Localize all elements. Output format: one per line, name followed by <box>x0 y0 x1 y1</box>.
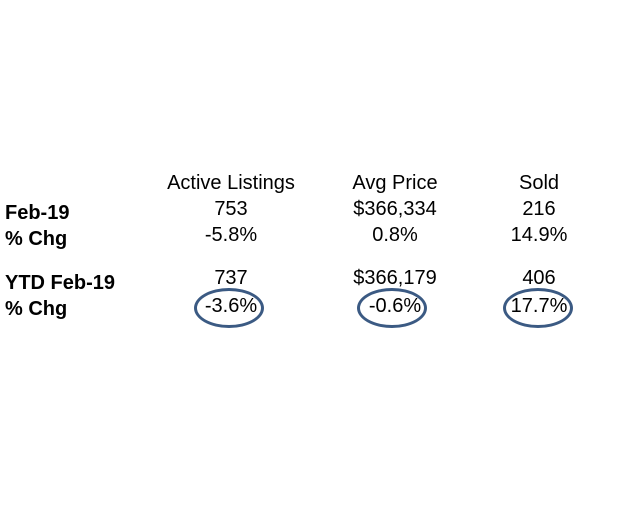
feb-chg-active-listings: -5.8% <box>204 224 258 246</box>
feb-avg-price: $366,334 <box>353 198 437 220</box>
row-label-ytd-chg: % Chg <box>5 298 68 320</box>
col-header-avg-price: Avg Price <box>352 172 438 194</box>
row-label-feb: Feb-19 <box>5 202 70 224</box>
feb-chg-avg-price: 0.8% <box>372 224 418 246</box>
row-label-ytd: YTD Feb-19 <box>5 272 116 294</box>
col-header-sold: Sold <box>518 172 560 194</box>
row-label-feb-chg: % Chg <box>5 228 68 250</box>
feb-chg-sold: 14.9% <box>510 224 568 246</box>
highlight-ellipse-sold <box>503 288 573 328</box>
col-header-active-listings: Active Listings <box>167 172 295 194</box>
ytd-avg-price: $366,179 <box>353 267 437 289</box>
highlight-ellipse-avg-price <box>357 288 427 328</box>
ytd-sold: 406 <box>522 267 556 289</box>
highlight-ellipse-active-listings <box>194 288 264 328</box>
feb-active-listings: 753 <box>214 198 248 220</box>
ytd-active-listings: 737 <box>214 267 248 289</box>
feb-sold: 216 <box>522 198 556 220</box>
